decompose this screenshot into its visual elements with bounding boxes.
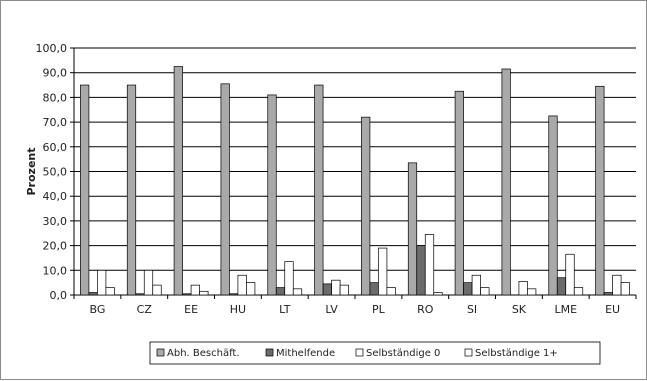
y-axis-ticks: 0,0 10,0 20,0 30,0 40,0 50,0 60,0 70,0 80,0 90,0 1… <box>36 42 68 302</box>
bar-SK-4 <box>527 288 537 296</box>
x-tick-label: EU <box>605 303 620 316</box>
x-tick-label: LME <box>554 303 577 316</box>
legend-label: Selbständige 1+ <box>475 348 558 359</box>
bar-EE-2 <box>182 293 192 296</box>
bar-LT-2 <box>275 287 286 296</box>
bar-HU-4 <box>246 282 256 296</box>
bar-RO-2 <box>416 245 426 296</box>
bar-RO-4 <box>433 292 443 296</box>
x-tick-label: HU <box>230 303 246 316</box>
bar-EU-1 <box>595 85 605 296</box>
bar-SK-1 <box>501 68 511 296</box>
bar-PL-1 <box>361 116 371 296</box>
y-tick-label: 40,0 <box>43 190 68 203</box>
y-tick-label: 30,0 <box>43 215 68 228</box>
legend-label: Selbständige 0 <box>366 348 440 359</box>
y-axis-title: Prozent <box>25 148 38 196</box>
x-tick-label: CZ <box>137 303 153 316</box>
bar-RO-3 <box>424 234 435 296</box>
bar-LV-2 <box>322 283 332 296</box>
y-tick-label: 50,0 <box>43 166 68 179</box>
bar-EU-2 <box>603 292 613 296</box>
bar-LME-1 <box>548 115 558 296</box>
legend-swatch <box>355 348 364 357</box>
bar-SI-4 <box>480 287 490 296</box>
bar-PL-4 <box>386 287 396 296</box>
y-tick-label: 10,0 <box>43 264 68 277</box>
bar-SI-2 <box>463 282 473 296</box>
bar-SI-1 <box>454 90 464 296</box>
y-tick-label: 100,0 <box>36 42 68 55</box>
bar-EU-3 <box>612 274 622 296</box>
x-tick-label: EE <box>184 303 198 316</box>
bar-LME-2 <box>556 277 567 296</box>
x-tick-label: LV <box>325 303 338 316</box>
bar-PL-3 <box>378 247 388 296</box>
bar-CZ-2 <box>135 293 145 296</box>
legend-swatch <box>265 348 274 357</box>
x-tick-label: SK <box>512 303 527 316</box>
bar-LT-1 <box>267 94 277 296</box>
bar-SI-3 <box>471 274 481 296</box>
bar-EE-4 <box>199 290 209 296</box>
legend: Abh. Beschäft. Mithelfende Selbständige 0 S… <box>149 341 601 365</box>
bar-BG-3 <box>97 269 107 296</box>
x-tick-label: LT <box>279 303 291 316</box>
y-tick-label: 80,0 <box>43 91 68 104</box>
x-tick-label: BG <box>89 303 105 316</box>
bar-LV-4 <box>339 284 349 296</box>
bar-LV-1 <box>314 84 324 296</box>
bar-CZ-1 <box>126 84 137 296</box>
bar-LT-3 <box>284 261 294 296</box>
legend-swatch <box>464 348 473 357</box>
bars <box>80 66 630 296</box>
x-tick-label: PL <box>372 303 386 316</box>
bar-CZ-3 <box>143 269 154 296</box>
bar-PL-2 <box>369 282 379 296</box>
bar-RO-1 <box>407 162 418 296</box>
bar-HU-3 <box>237 274 247 296</box>
bar-EE-1 <box>173 66 183 296</box>
x-tick-label: RO <box>417 303 434 316</box>
bar-HU-2 <box>229 293 239 296</box>
bar-BG-1 <box>80 84 90 296</box>
legend-swatch <box>156 348 165 357</box>
bar-BG-4 <box>105 287 115 296</box>
y-tick-label: 60,0 <box>43 141 68 154</box>
bar-LME-3 <box>565 253 575 296</box>
bar-EE-3 <box>190 284 200 296</box>
bar-HU-1 <box>220 83 230 296</box>
y-tick-label: 0,0 <box>50 289 68 302</box>
legend-box <box>149 341 601 365</box>
x-axis-ticks: BG CZ EE HU LT LV PL RO SI SK LME EU <box>73 295 637 316</box>
bar-EU-4 <box>620 282 630 296</box>
y-tick-label: 90,0 <box>43 67 68 80</box>
bar-CZ-4 <box>152 284 162 296</box>
y-tick-label: 70,0 <box>43 116 68 129</box>
y-tick-label: 20,0 <box>43 240 68 253</box>
bar-SK-3 <box>518 281 528 296</box>
legend-label: Abh. Beschäft. <box>167 348 240 359</box>
bar-BG-2 <box>88 292 98 296</box>
bar-LME-4 <box>573 287 584 296</box>
bar-LV-3 <box>331 279 341 296</box>
bar-LT-4 <box>292 288 303 296</box>
x-tick-label: SI <box>467 303 477 316</box>
legend-label: Mithelfende <box>276 348 335 359</box>
